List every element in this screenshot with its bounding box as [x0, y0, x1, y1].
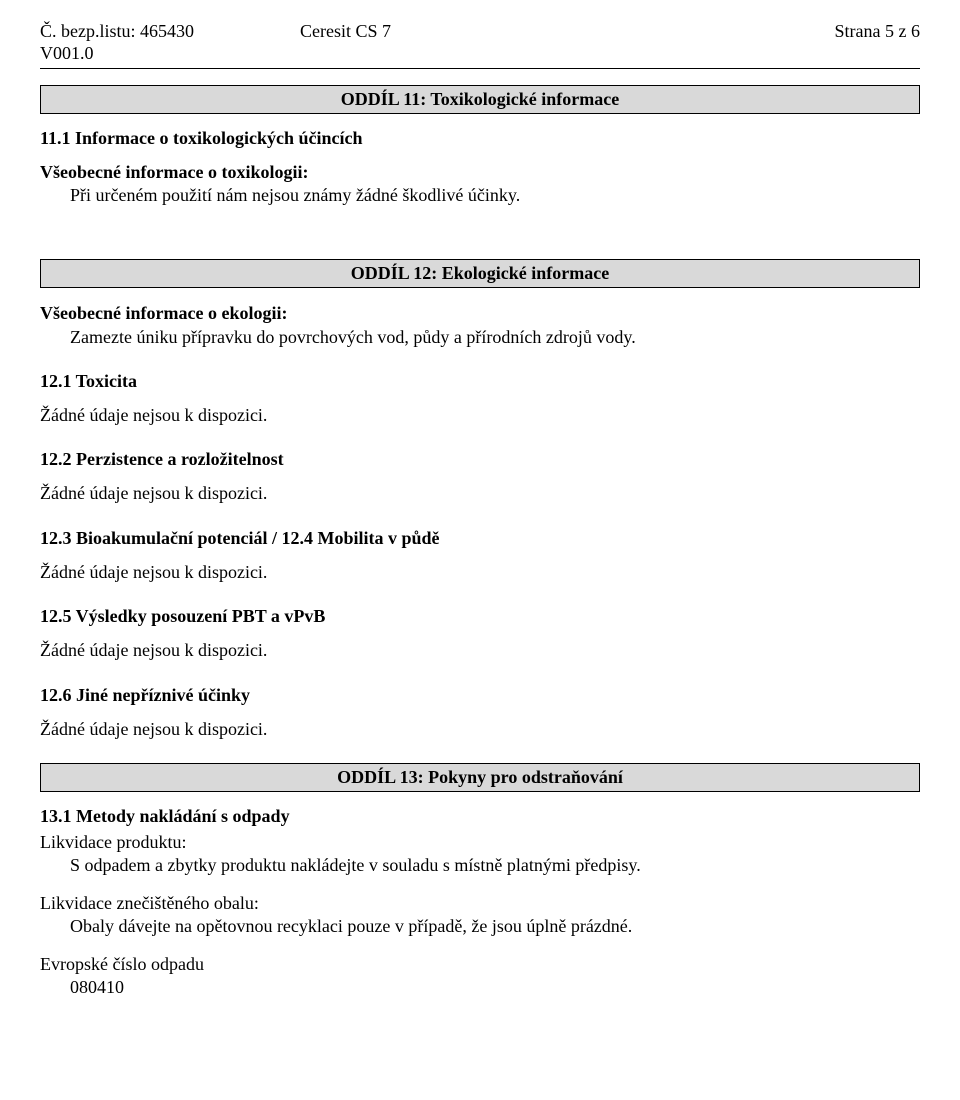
- doc-number: Č. bezp.listu: 465430: [40, 20, 194, 43]
- section-12-1-heading: 12.1 Toxicita: [40, 371, 920, 392]
- section-12-3-block: 12.3 Bioakumulační potenciál / 12.4 Mobi…: [40, 528, 920, 584]
- section-12-2-text: Žádné údaje nejsou k dispozici.: [40, 482, 920, 505]
- section-12-1-block: 12.1 Toxicita Žádné údaje nejsou k dispo…: [40, 371, 920, 427]
- section-12-3-text: Žádné údaje nejsou k dispozici.: [40, 561, 920, 584]
- section-12-2-block: 12.2 Perzistence a rozložitelnost Žádné …: [40, 449, 920, 505]
- section-12-title: ODDÍL 12: Ekologické informace: [40, 259, 920, 288]
- version: V001.0: [40, 43, 920, 64]
- section-13-1-heading: 13.1 Metody nakládání s odpady: [40, 806, 920, 827]
- section-13-title: ODDÍL 13: Pokyny pro odstraňování: [40, 763, 920, 792]
- disposal-product-label: Likvidace produktu:: [40, 831, 920, 854]
- page-label: Strana 5 z 6: [835, 20, 920, 43]
- section-12-2-heading: 12.2 Perzistence a rozložitelnost: [40, 449, 920, 470]
- document-header: Č. bezp.listu: 465430 Ceresit CS 7 Stran…: [40, 20, 920, 64]
- disposal-packaging-label: Likvidace znečištěného obalu:: [40, 892, 920, 915]
- section-13-1-block: 13.1 Metody nakládání s odpady Likvidace…: [40, 806, 920, 878]
- section-12-1-text: Žádné údaje nejsou k dispozici.: [40, 404, 920, 427]
- doc-number-value: 465430: [140, 21, 194, 41]
- header-row-1: Č. bezp.listu: 465430 Ceresit CS 7 Stran…: [40, 20, 920, 43]
- tox-general-text: Při určeném použití nám nejsou známy žád…: [40, 184, 920, 207]
- section-11-title: ODDÍL 11: Toxikologické informace: [40, 85, 920, 114]
- section-11-1-block: 11.1 Informace o toxikologických účincíc…: [40, 128, 920, 208]
- section-12-6-heading: 12.6 Jiné nepříznivé účinky: [40, 685, 920, 706]
- section-11-1-heading: 11.1 Informace o toxikologických účincíc…: [40, 128, 920, 149]
- eco-general-text: Zamezte úniku přípravku do povrchových v…: [40, 326, 920, 349]
- section-12-3-heading: 12.3 Bioakumulační potenciál / 12.4 Mobi…: [40, 528, 920, 549]
- disposal-product-text: S odpadem a zbytky produktu nakládejte v…: [40, 854, 920, 877]
- section-12-5-text: Žádné údaje nejsou k dispozici.: [40, 639, 920, 662]
- section-12-6-text: Žádné údaje nejsou k dispozici.: [40, 718, 920, 741]
- waste-code-block: Evropské číslo odpadu 080410: [40, 953, 920, 1000]
- doc-number-label: Č. bezp.listu:: [40, 21, 136, 41]
- header-divider: [40, 68, 920, 69]
- section-12-5-heading: 12.5 Výsledky posouzení PBT a vPvB: [40, 606, 920, 627]
- disposal-packaging-text: Obaly dávejte na opětovnou recyklaci pou…: [40, 915, 920, 938]
- section-12-5-block: 12.5 Výsledky posouzení PBT a vPvB Žádné…: [40, 606, 920, 662]
- waste-code-label: Evropské číslo odpadu: [40, 953, 920, 976]
- disposal-packaging-block: Likvidace znečištěného obalu: Obaly dáve…: [40, 892, 920, 939]
- tox-general-label: Všeobecné informace o toxikologii:: [40, 161, 920, 184]
- section-12-general-block: Všeobecné informace o ekologii: Zamezte …: [40, 302, 920, 349]
- section-12-6-block: 12.6 Jiné nepříznivé účinky Žádné údaje …: [40, 685, 920, 741]
- product-name: Ceresit CS 7: [300, 20, 391, 43]
- waste-code-value: 080410: [40, 976, 920, 999]
- eco-general-label: Všeobecné informace o ekologii:: [40, 302, 920, 325]
